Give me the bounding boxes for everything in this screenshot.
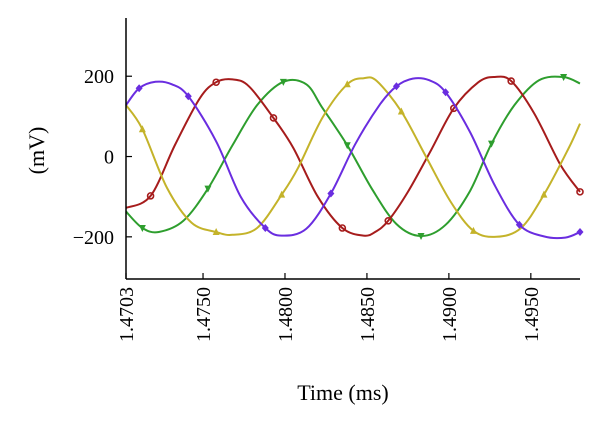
series-1-marker [417, 233, 425, 241]
series-1-marker [204, 185, 212, 193]
x-tick-label: 1.4800 [275, 287, 297, 342]
series-4-marker [135, 84, 143, 93]
series-4-marker [576, 228, 584, 237]
series-line-1 [125, 75, 581, 238]
series-layer [125, 74, 584, 241]
x-tick-label: 1.4900 [439, 287, 461, 342]
axis-layer: 200 0 −200 1.4703 1.4750 1.4800 1.4850 1.4900 1.… [73, 18, 580, 342]
series-1-marker [138, 225, 146, 233]
series-2-marker [576, 188, 584, 196]
series-2-marker [384, 216, 393, 225]
x-tick-label: 1.4750 [193, 287, 215, 342]
series-1-marker [487, 140, 495, 148]
series-2-marker [212, 78, 220, 87]
series-4-marker [261, 224, 269, 233]
series-4-marker [442, 88, 450, 97]
y-tick-label: 0 [104, 147, 114, 169]
series-2-marker [338, 224, 347, 232]
y-tick-label: 200 [84, 66, 114, 88]
series-4-marker [515, 220, 523, 229]
series-line-2 [125, 75, 581, 237]
series-line-3 [125, 76, 581, 238]
series-3-marker [540, 190, 548, 198]
series-line-4 [125, 77, 581, 240]
x-tick-label: 1.4850 [357, 287, 379, 342]
y-tick-label: −200 [73, 227, 114, 249]
x-axis-title: Time (ms) [297, 380, 388, 405]
series-1-marker [560, 74, 568, 82]
series-4-marker [184, 92, 192, 101]
series-4-marker [327, 189, 335, 198]
series-3-marker [469, 226, 477, 234]
series-1-marker [279, 78, 287, 86]
y-axis-title: (mV) [24, 127, 49, 175]
series-2-marker [507, 77, 515, 85]
series-3-marker [212, 228, 220, 236]
x-tick-label: 1.4950 [521, 287, 543, 342]
series-3-marker [397, 107, 405, 115]
series-3-marker [343, 80, 351, 88]
x-tick-label: 1.4703 [116, 287, 138, 342]
series-1-marker [343, 142, 351, 150]
series-2-marker [269, 114, 278, 122]
series-2-marker [146, 192, 155, 200]
series-3-marker [138, 125, 146, 133]
series-4-marker [392, 82, 400, 91]
series-3-marker [278, 190, 286, 198]
